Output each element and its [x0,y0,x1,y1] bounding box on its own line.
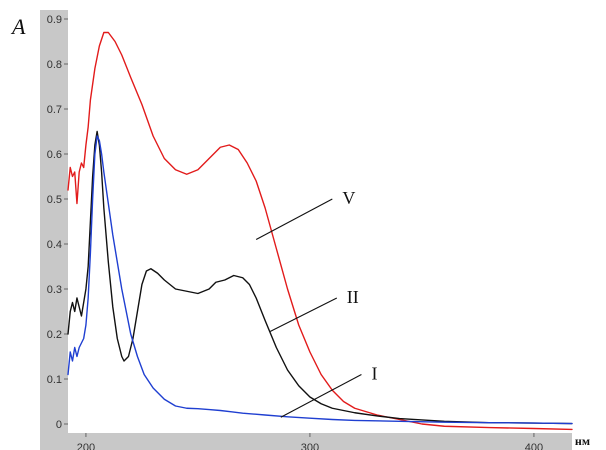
y-axis-band [40,10,68,450]
plot-area [68,10,572,433]
y-tick-label-9: 0.9 [47,14,62,26]
annotation-label-i: I [371,364,377,384]
annotation-pointer-v [255,198,333,240]
y-tick-label-3: 0.3 [47,284,62,296]
annotation-pointer-ii [269,297,338,333]
x-tick-label-1: 300 [301,442,319,450]
series-line-i [67,135,573,425]
y-tick-label-5: 0.5 [47,194,62,206]
x-tick-label-0: 200 [77,442,95,450]
x-axis-label: нм [575,434,590,448]
annotation-label-ii: II [347,287,359,307]
series-layer [67,31,573,431]
y-tick-label-7: 0.7 [47,104,62,116]
y-tick-label-4: 0.4 [47,239,62,251]
x-axis-ticks: 200 300 400 [77,433,543,450]
x-axis-band [40,433,572,450]
series-line-v [67,31,573,431]
x-tick-label-2: 400 [525,442,543,450]
annotation-pointer-i [280,374,362,418]
y-tick-label-8: 0.8 [47,59,62,71]
annotation-label-v: V [342,188,355,208]
series-line-ii [67,130,573,425]
y-tick-label-1: 0.1 [47,374,62,386]
y-axis-label: A [10,14,26,39]
y-tick-label-0: 0 [56,419,62,431]
y-axis-ticks: 0 0.1 0.2 0.3 0.4 0.5 0.6 0.7 0.8 0.9 [47,14,68,431]
y-tick-label-6: 0.6 [47,149,62,161]
y-tick-label-2: 0.2 [47,329,62,341]
